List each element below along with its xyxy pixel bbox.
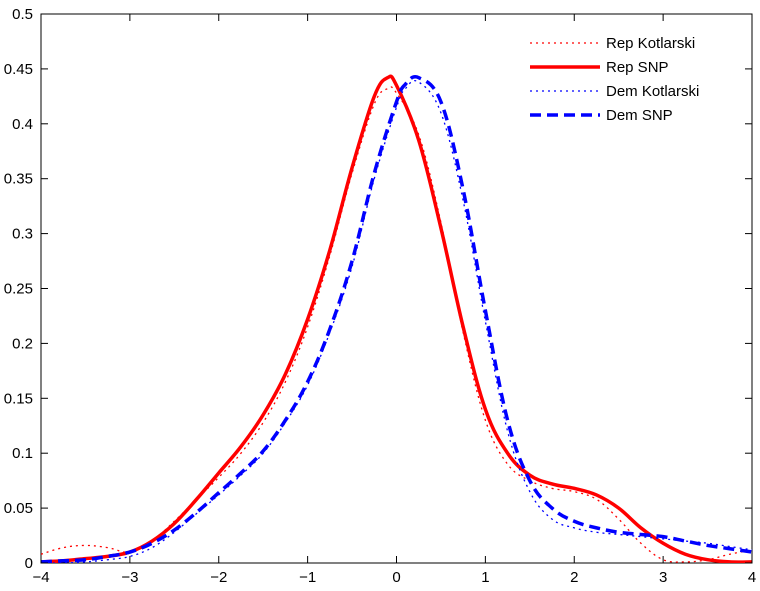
y-tick-label: 0.1: [12, 445, 33, 462]
x-tick-label: 3: [659, 569, 667, 586]
x-tick-label: 2: [570, 569, 578, 586]
x-tick-label: 0: [392, 569, 400, 586]
x-tick-label: −2: [210, 569, 227, 586]
x-tick-label: 1: [481, 569, 489, 586]
y-tick-label: 0.05: [4, 500, 33, 517]
y-tick-label: 0.45: [4, 61, 33, 78]
legend-label: Dem Kotlarski: [606, 83, 699, 100]
series-line-rep-snp: [41, 74, 752, 563]
x-tick-label: −1: [299, 569, 316, 586]
legend-label: Rep Kotlarski: [606, 35, 695, 52]
series-layer: [41, 74, 752, 563]
x-tick-label: −4: [32, 569, 49, 586]
y-tick-label: 0.4: [12, 116, 33, 133]
y-tick-label: 0.5: [12, 6, 33, 23]
y-tick-label: 0.35: [4, 171, 33, 188]
series-line-rep-kotlarski: [41, 86, 752, 563]
legend-label: Dem SNP: [606, 107, 673, 124]
x-tick-label: −3: [121, 569, 138, 586]
legend: Rep Kotlarski Rep SNP Dem Kotlarski Dem SNP: [530, 35, 699, 124]
y-tick-label: 0: [25, 555, 33, 572]
series-line-dem-snp: [41, 75, 752, 563]
legend-label: Rep SNP: [606, 59, 669, 76]
y-tick-label: 0.25: [4, 281, 33, 298]
y-tick-label: 0.2: [12, 335, 33, 352]
ticks-layer: −4 −3 −2 −1 0 1 2 3 4 0 0.05 0.1 0.15 0.2 0.25 0.3 0.35 0…: [4, 6, 756, 586]
y-tick-label: 0.3: [12, 226, 33, 243]
x-tick-label: 4: [748, 569, 756, 586]
y-tick-label: 0.15: [4, 390, 33, 407]
